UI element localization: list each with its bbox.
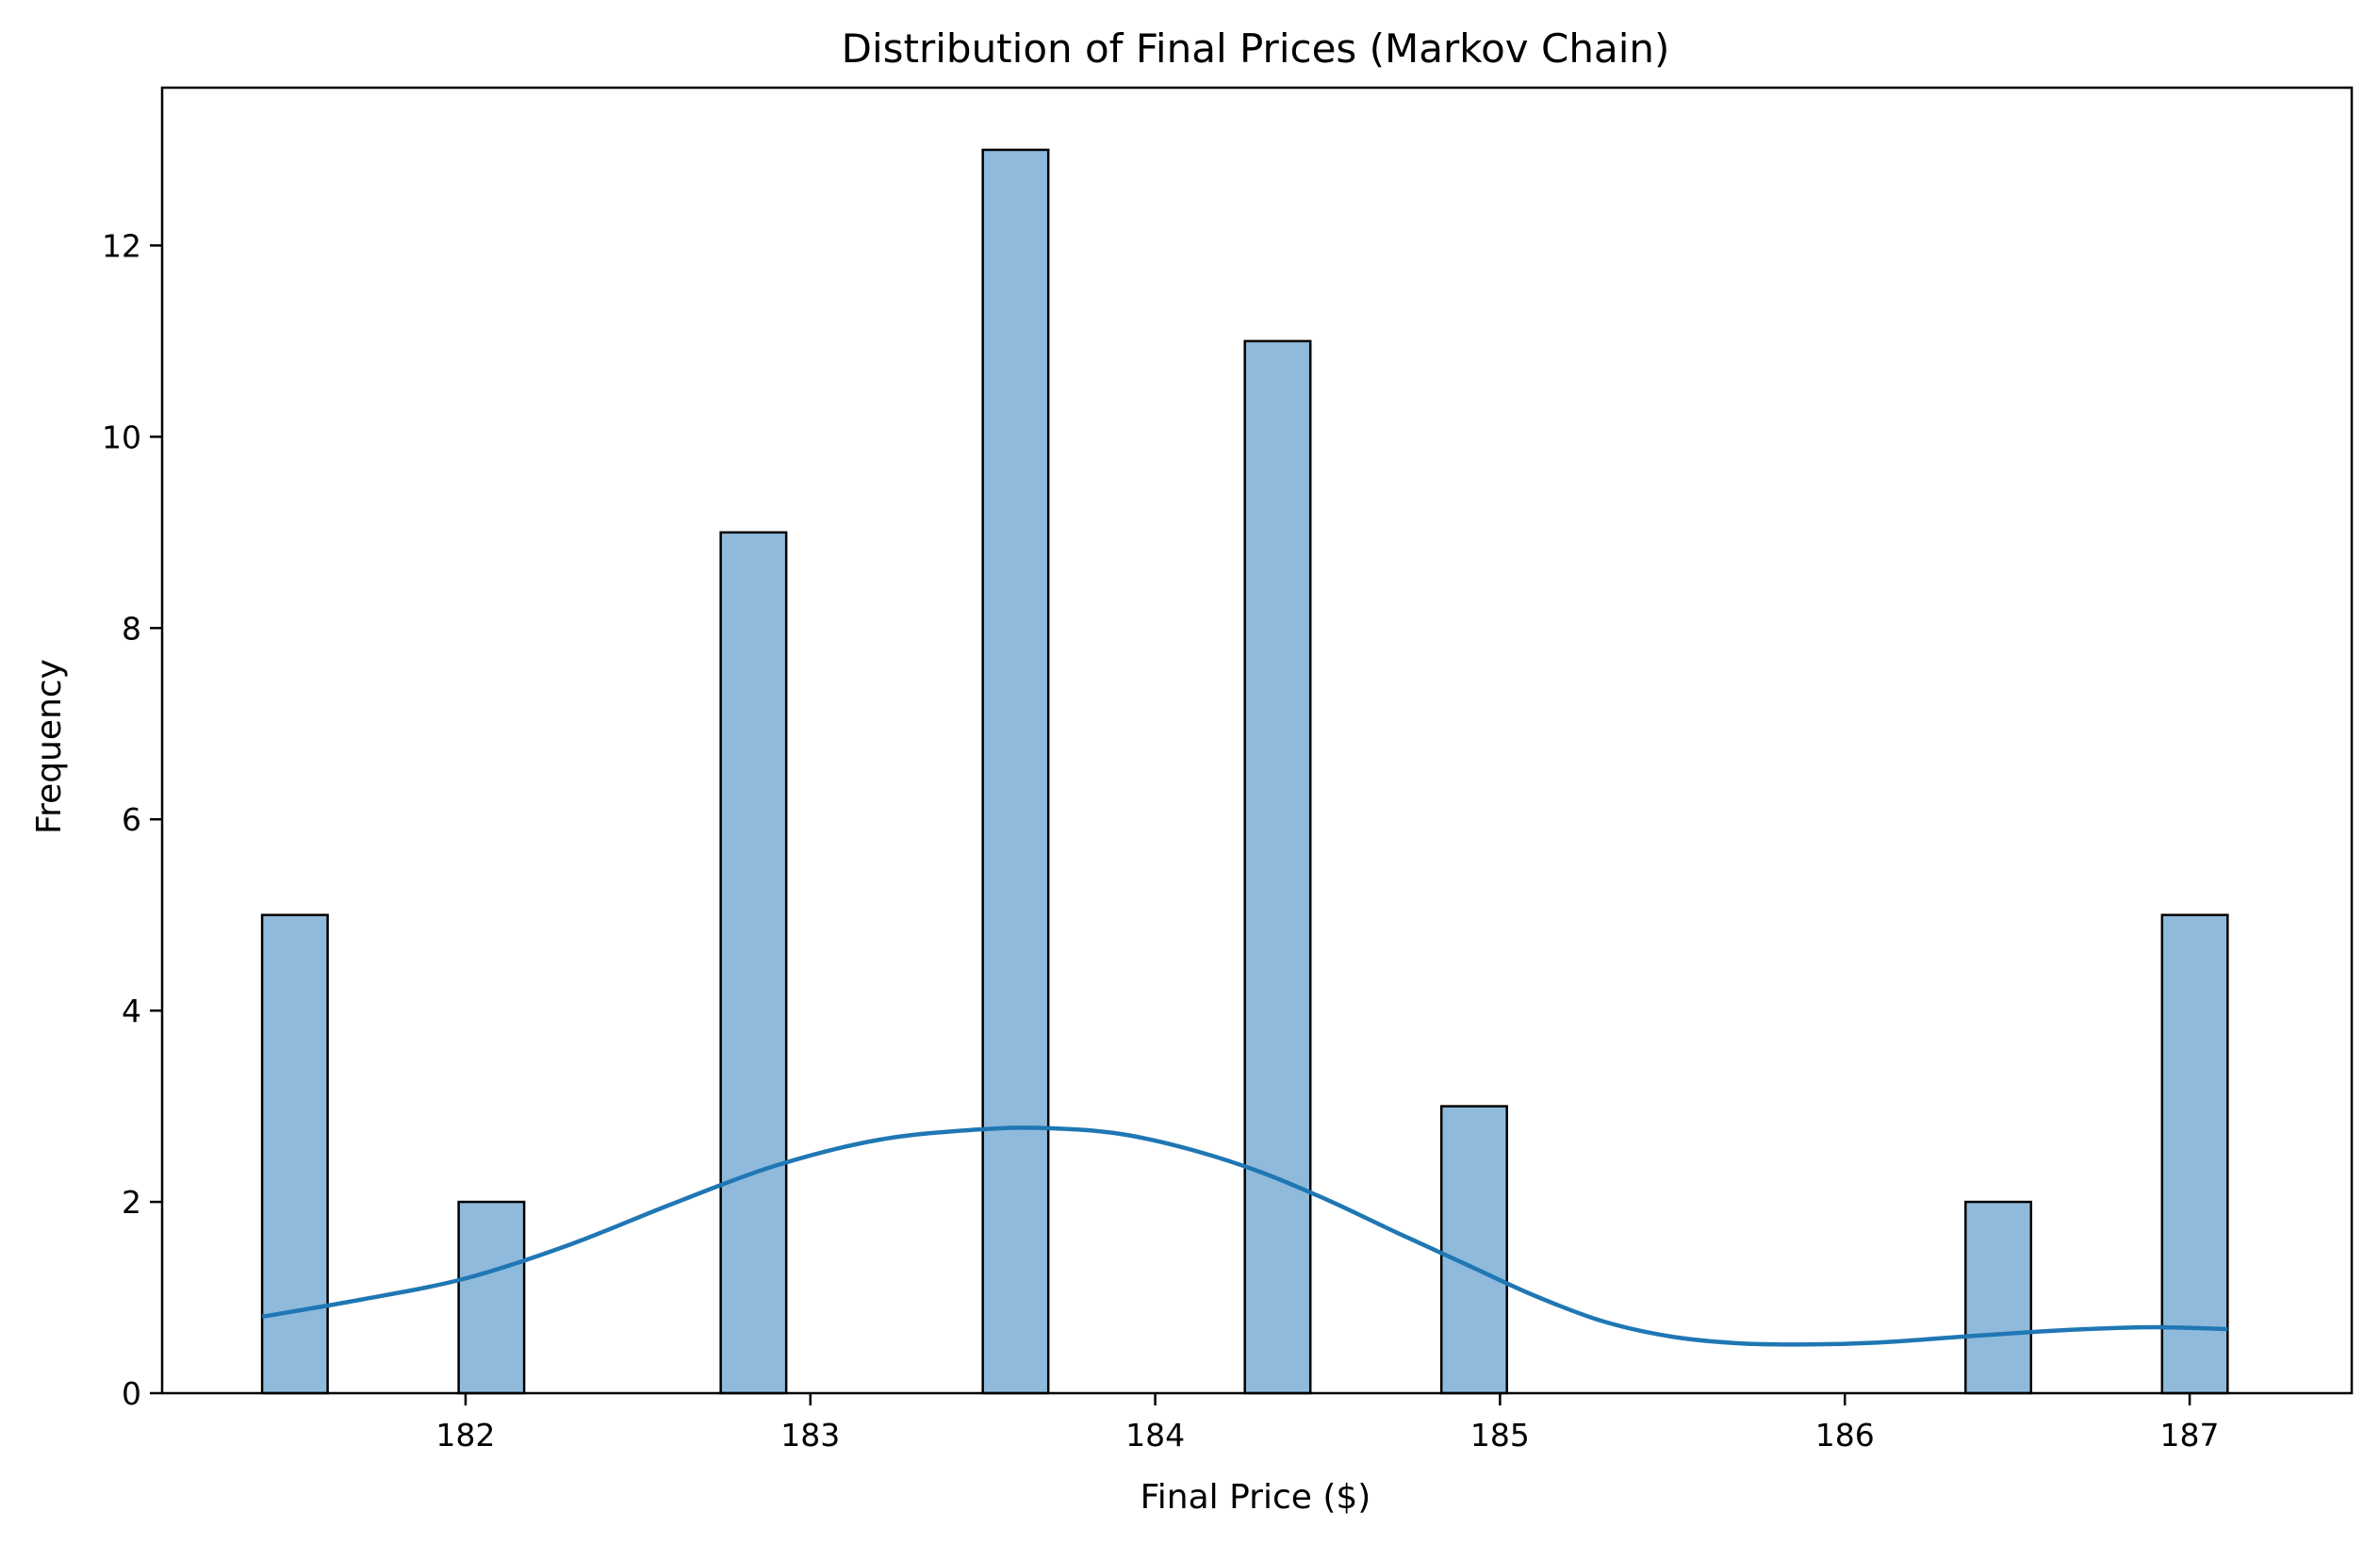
kde-line <box>261 1125 2228 1347</box>
y-tick-label-2: 2 <box>122 1184 141 1221</box>
x-tick-label-182: 182 <box>435 1417 495 1454</box>
chart-title: Distribution of Final Prices (Markov Cha… <box>842 25 1670 72</box>
histogram-bar-5 <box>1439 1105 1508 1395</box>
histogram-bar-0 <box>260 913 329 1395</box>
kde-layer <box>261 1125 2228 1347</box>
y-axis-ticks: 0 2 4 6 8 10 12 <box>102 227 162 1412</box>
y-axis-label: Frequency <box>30 659 69 834</box>
plot-frame <box>160 86 2354 1395</box>
histogram-bar-4 <box>1243 339 1312 1395</box>
y-tick-label-10: 10 <box>102 419 141 455</box>
histogram-bar-3 <box>981 148 1050 1395</box>
histogram-bar-7 <box>2160 913 2229 1395</box>
y-tick-label-4: 4 <box>122 993 141 1029</box>
x-axis-label: Final Price ($) <box>1141 1478 1371 1517</box>
x-tick-label-187: 187 <box>2160 1417 2220 1454</box>
y-tick-label-8: 8 <box>122 610 141 647</box>
x-axis-ticks: 182 183 184 185 186 187 <box>435 1393 2220 1454</box>
bars-layer <box>260 148 2229 1395</box>
histogram-bar-1 <box>457 1200 526 1395</box>
y-tick-label-6: 6 <box>122 801 141 838</box>
x-tick-label-186: 186 <box>1815 1417 1875 1454</box>
x-tick-label-183: 183 <box>780 1417 840 1454</box>
histogram-bar-2 <box>719 531 788 1395</box>
x-tick-label-184: 184 <box>1125 1417 1185 1454</box>
x-tick-label-185: 185 <box>1470 1417 1530 1454</box>
histogram-bar-6 <box>1964 1200 2033 1395</box>
y-tick-label-0: 0 <box>122 1375 141 1412</box>
y-tick-label-12: 12 <box>102 227 141 264</box>
